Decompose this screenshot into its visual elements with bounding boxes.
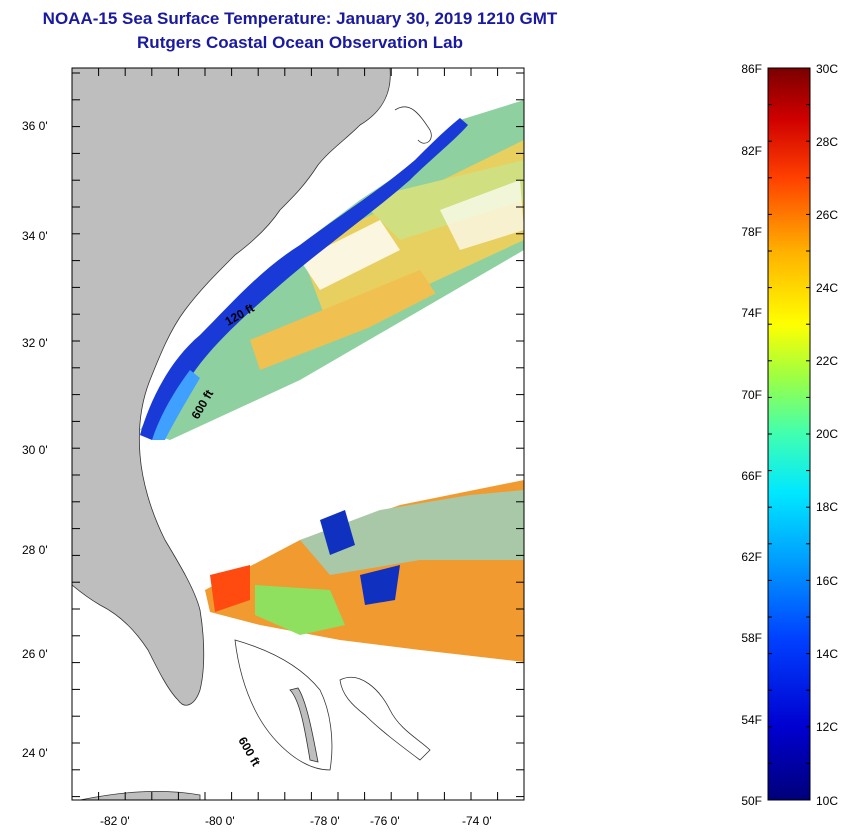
cb-c-30: 30C: [816, 62, 839, 76]
isobath-label-600-south: 600 ft: [235, 735, 263, 769]
cb-f-54: 54F: [741, 713, 762, 727]
lat-label-24: 24 0': [22, 746, 48, 760]
lat-label-30: 30 0': [22, 443, 48, 457]
map-subtitle: Rutgers Coastal Ocean Observation Lab: [137, 33, 463, 52]
lat-label-28: 28 0': [22, 543, 48, 557]
lat-label-32: 32 0': [22, 336, 48, 350]
cb-c-10: 10C: [816, 794, 839, 808]
cb-c-22: 22C: [816, 354, 839, 368]
lat-label-34: 34 0': [22, 229, 48, 243]
cb-f-70: 70F: [741, 388, 762, 402]
bahamas-island: [289, 687, 319, 763]
cb-c-24: 24C: [816, 281, 839, 295]
bahamas-bank: [234, 639, 333, 771]
cb-f-82: 82F: [741, 144, 762, 158]
colorbar: [767, 67, 811, 801]
sst-swath-south: [205, 480, 524, 662]
cb-c-16: 16C: [816, 574, 839, 588]
cb-c-26: 26C: [816, 208, 839, 222]
cb-c-28: 28C: [816, 135, 839, 149]
cb-c-14: 14C: [816, 647, 839, 661]
cb-f-50: 50F: [741, 794, 762, 808]
cb-f-58: 58F: [741, 631, 762, 645]
cb-f-74: 74F: [741, 306, 762, 320]
sst-swath-north: [140, 100, 524, 440]
cb-f-62: 62F: [741, 550, 762, 564]
lon-label-80: -80 0': [205, 814, 235, 828]
lon-label-78: -78 0': [310, 814, 340, 828]
bahamas-bank-2: [339, 677, 431, 761]
lat-label-36: 36 0': [22, 119, 48, 133]
cb-c-12: 12C: [816, 720, 839, 734]
cb-c-20: 20C: [816, 427, 839, 441]
lon-label-76: -76 0': [370, 814, 400, 828]
us-mainland: [72, 68, 391, 706]
cb-f-78: 78F: [741, 225, 762, 239]
outer-banks: [394, 106, 432, 144]
lon-label-82: -82 0': [100, 814, 130, 828]
lon-label-74: -74 0': [462, 814, 492, 828]
map-title: NOAA-15 Sea Surface Temperature: January…: [42, 9, 558, 28]
cuba-coast: [79, 791, 201, 800]
cb-f-86: 86F: [741, 62, 762, 76]
cb-c-18: 18C: [816, 500, 839, 514]
map-frame: [71, 67, 525, 801]
lat-label-26: 26 0': [22, 647, 48, 661]
cb-f-66: 66F: [741, 469, 762, 483]
